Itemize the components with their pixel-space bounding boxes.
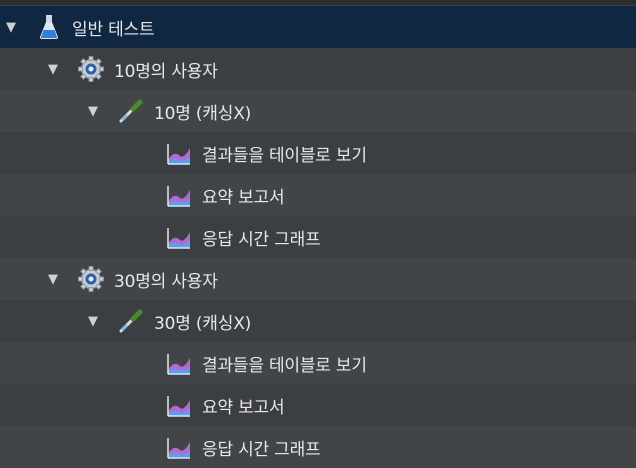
expand-arrow-icon[interactable]: ▼ bbox=[48, 271, 58, 287]
tree-node-listener[interactable]: 요약 보고서 bbox=[0, 174, 636, 216]
listener-chart-icon bbox=[166, 224, 192, 250]
node-label: 결과들을 테이블로 보기 bbox=[202, 145, 367, 166]
listener-chart-icon bbox=[166, 140, 192, 166]
tree-node-root[interactable]: ▼ 일반 테스트 bbox=[0, 6, 636, 48]
tree-node-listener[interactable]: 결과들을 테이블로 보기 bbox=[0, 342, 636, 384]
expand-arrow-icon[interactable]: ▼ bbox=[88, 313, 98, 329]
tree-node-thread-group[interactable]: ▼ 10명의 사용자 bbox=[0, 48, 636, 90]
node-label: 10명의 사용자 bbox=[114, 61, 218, 82]
node-label: 10명 (캐싱X) bbox=[154, 103, 252, 124]
node-label: 일반 테스트 bbox=[72, 19, 155, 40]
tree-node-sampler[interactable]: ▼ 30명 (캐싱X) bbox=[0, 300, 636, 342]
tree-node-listener[interactable]: 결과들을 테이블로 보기 bbox=[0, 132, 636, 174]
gear-icon bbox=[78, 266, 104, 292]
expand-arrow-icon[interactable]: ▼ bbox=[88, 103, 98, 119]
tree-node-listener[interactable]: 응답 시간 그래프 bbox=[0, 216, 636, 258]
listener-chart-icon bbox=[166, 434, 192, 460]
flask-icon bbox=[36, 14, 62, 40]
node-label: 응답 시간 그래프 bbox=[202, 229, 321, 250]
listener-chart-icon bbox=[166, 392, 192, 418]
node-label: 요약 보고서 bbox=[202, 187, 285, 208]
node-label: 30명의 사용자 bbox=[114, 271, 218, 292]
listener-chart-icon bbox=[166, 350, 192, 376]
tree-node-sampler[interactable]: ▼ 10명 (캐싱X) bbox=[0, 90, 636, 132]
tree-node-listener[interactable]: 응답 시간 그래프 bbox=[0, 426, 636, 468]
gear-icon bbox=[78, 56, 104, 82]
node-label: 요약 보고서 bbox=[202, 397, 285, 418]
listener-chart-icon bbox=[166, 182, 192, 208]
tree-node-listener[interactable]: 요약 보고서 bbox=[0, 384, 636, 426]
dropper-icon bbox=[118, 308, 144, 334]
dropper-icon bbox=[118, 98, 144, 124]
tree-node-thread-group[interactable]: ▼ 30명의 사용자 bbox=[0, 258, 636, 300]
expand-arrow-icon[interactable]: ▼ bbox=[6, 19, 16, 35]
node-label: 응답 시간 그래프 bbox=[202, 439, 321, 460]
top-border bbox=[0, 0, 636, 5]
expand-arrow-icon[interactable]: ▼ bbox=[48, 61, 58, 77]
node-label: 결과들을 테이블로 보기 bbox=[202, 355, 367, 376]
node-label: 30명 (캐싱X) bbox=[154, 313, 252, 334]
